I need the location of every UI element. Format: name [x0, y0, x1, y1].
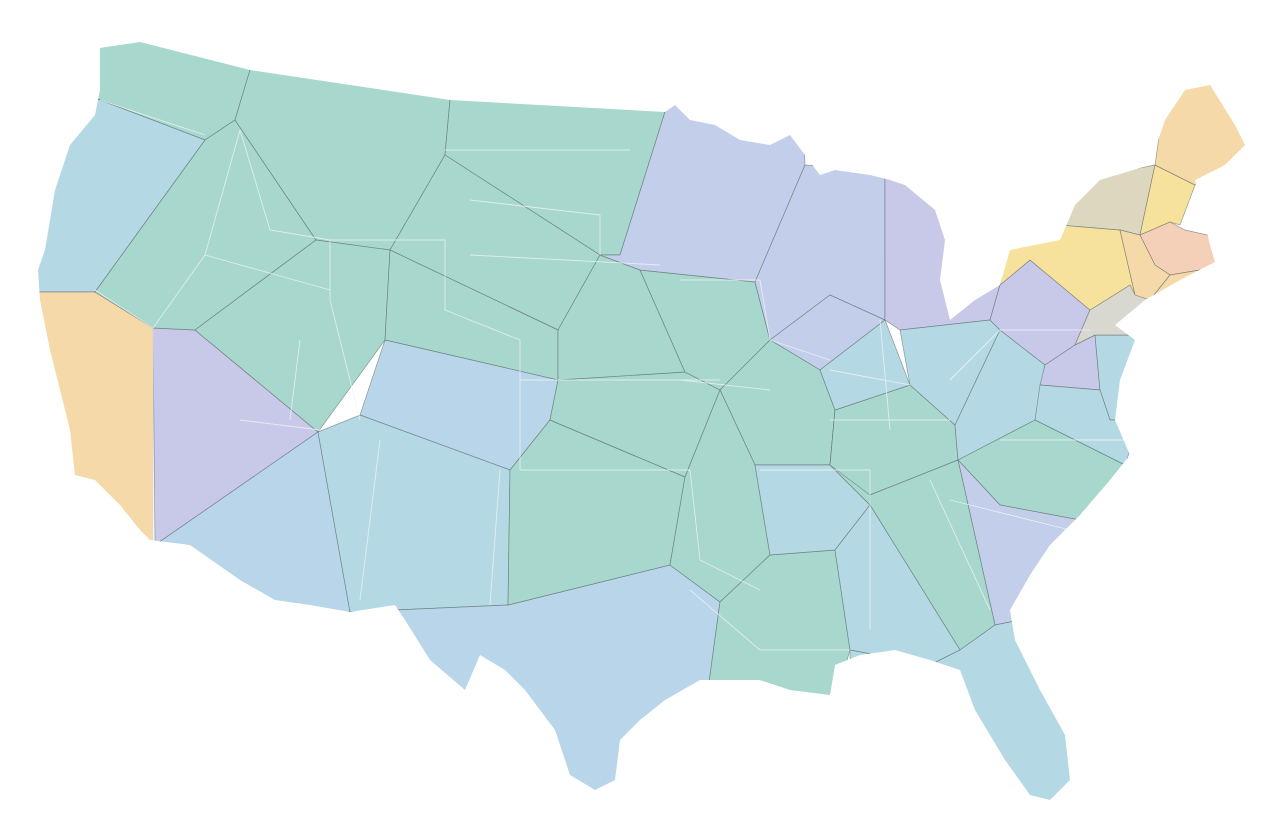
- region-cell: [38, 291, 154, 561]
- region-cell: [1059, 164, 1156, 236]
- state-boundaries: [94, 99, 1130, 651]
- region-cells: [38, 42, 1245, 800]
- region-cell: [884, 169, 1001, 331]
- region-cell: [1154, 59, 1245, 186]
